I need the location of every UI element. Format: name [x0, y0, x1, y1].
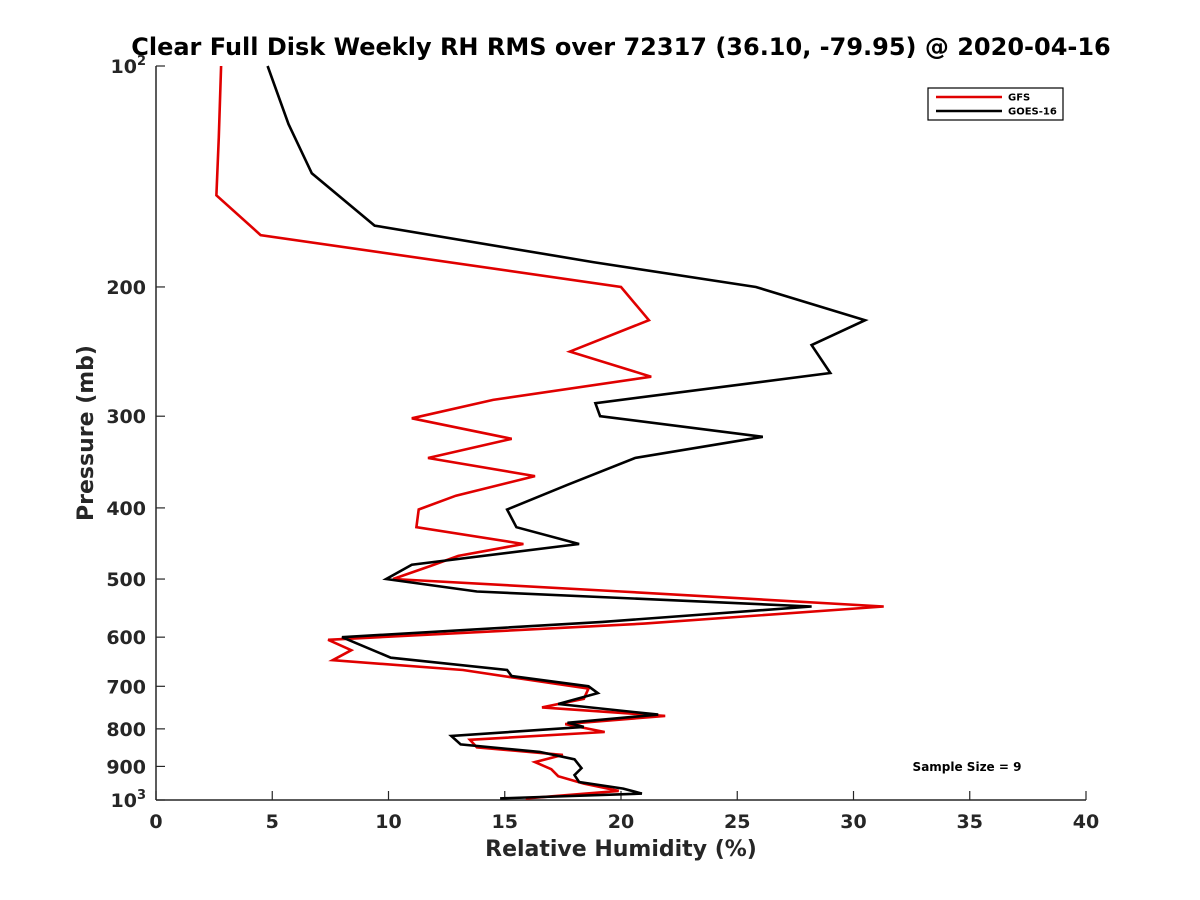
x-axis-ticks: 0 5 10 15 20 25 30 35 40 — [149, 791, 1099, 833]
x-tick-label: 25 — [724, 811, 750, 833]
series-line-gfs — [215, 65, 884, 800]
chart-title: Clear Full Disk Weekly RH RMS over 72317… — [131, 33, 1111, 61]
x-tick-label: 20 — [608, 811, 634, 833]
y-axis-ticks: 102 200 300 400 500 600 700 800 900 103 — [106, 54, 165, 812]
series-line-goes-16 — [266, 65, 869, 800]
legend-box — [927, 87, 1064, 121]
legend-label: GFS — [1008, 93, 1030, 104]
y-tick-label: 102 — [111, 54, 147, 78]
y-axis-label: Pressure (mb) — [74, 345, 99, 521]
plot-area — [155, 66, 1086, 801]
y-tick-label: 500 — [106, 569, 146, 591]
x-tick-label: 35 — [957, 811, 983, 833]
y-tick-label: 200 — [106, 277, 146, 299]
x-tick-label: 15 — [492, 811, 518, 833]
x-tick-label: 30 — [840, 811, 866, 833]
x-tick-label: 40 — [1073, 811, 1099, 833]
legend-label: GOES-16 — [1008, 107, 1057, 118]
x-tick-label: 5 — [266, 811, 279, 833]
y-tick-label: 800 — [106, 719, 146, 741]
y-tick-label: 600 — [106, 627, 146, 649]
x-tick-label: 0 — [149, 811, 162, 833]
x-axis-label: Relative Humidity (%) — [485, 837, 757, 862]
legend: GFS GOES-16 — [927, 87, 1064, 121]
series-lines — [215, 65, 884, 800]
y-tick-label: 103 — [111, 788, 147, 812]
y-tick-label: 400 — [106, 498, 146, 520]
y-tick-label: 900 — [106, 756, 146, 778]
y-tick-label: 300 — [106, 406, 146, 428]
sample-size-annotation: Sample Size = 9 — [913, 760, 1022, 774]
y-tick-label: 700 — [106, 676, 146, 698]
x-tick-label: 10 — [375, 811, 401, 833]
